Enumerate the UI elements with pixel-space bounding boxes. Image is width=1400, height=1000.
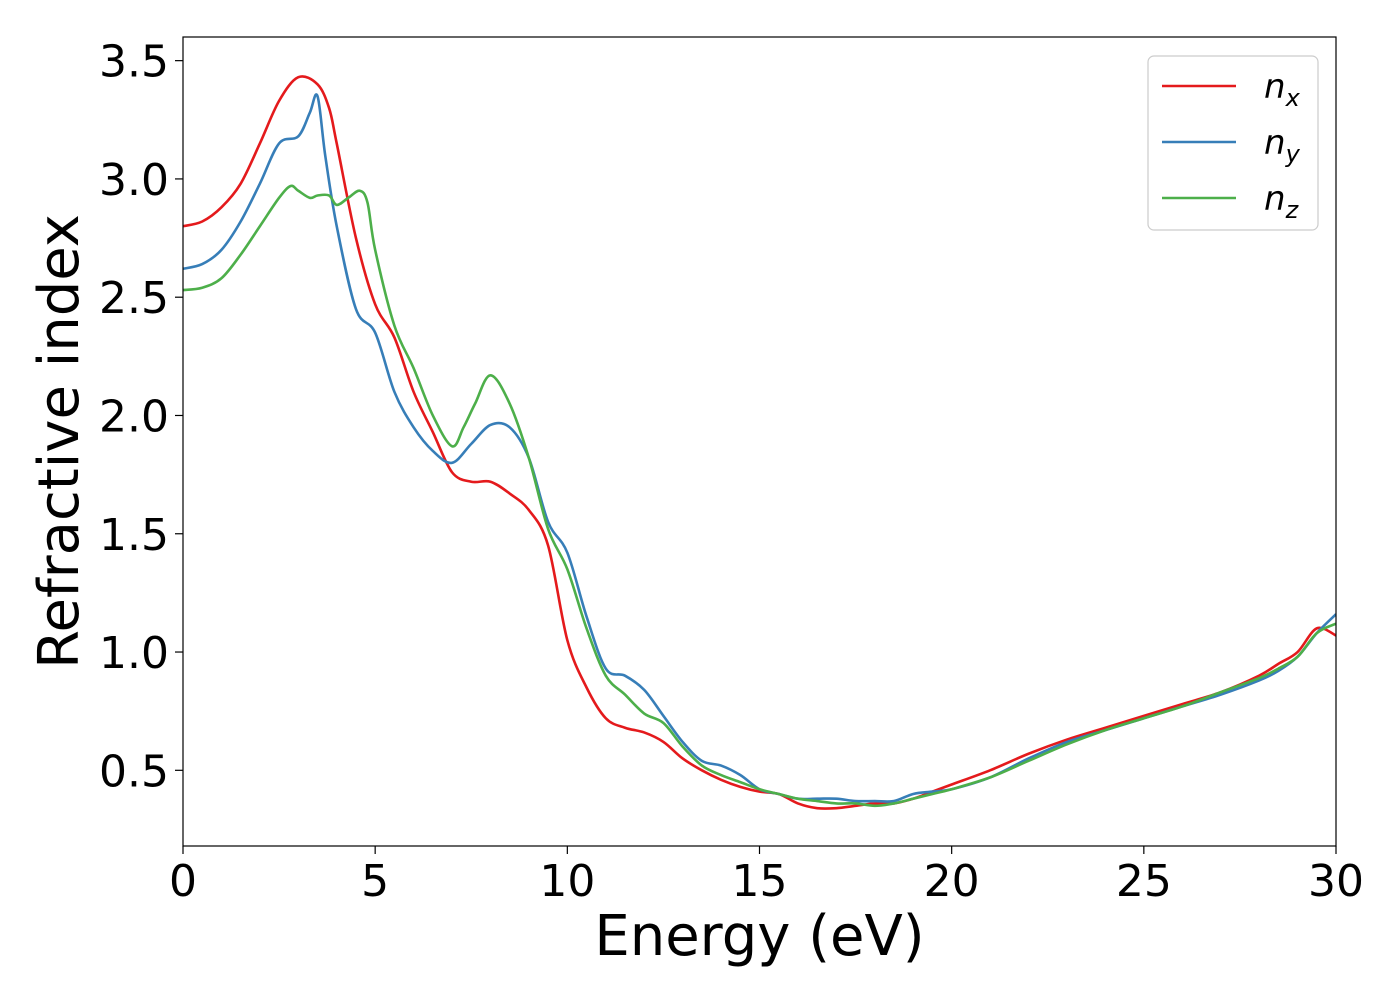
y-tick-label: 3.5 (99, 37, 169, 88)
series-line-nz (183, 184, 1336, 808)
y-axis-title: Refractive index (27, 214, 92, 669)
series-layer (183, 75, 1336, 810)
plot-area (182, 36, 1337, 847)
y-axis-ticks: 0.5 1.0 1.5 2.0 2.5 3.0 3.5 (99, 37, 183, 797)
legend-label-ny: ny (1264, 123, 1301, 168)
series-line-ny (183, 93, 1336, 803)
y-tick-label: 2.0 (99, 391, 169, 442)
x-axis-ticks: 0 5 10 15 20 25 30 (169, 846, 1364, 907)
y-tick-label: 1.5 (99, 510, 169, 561)
x-tick-label: 30 (1308, 856, 1364, 907)
legend-label-nz: nz (1264, 179, 1300, 224)
x-axis-title: Energy (eV) (594, 904, 924, 969)
x-tick-label: 20 (924, 856, 980, 907)
y-tick-label: 3.0 (99, 155, 169, 206)
x-tick-label: 15 (732, 856, 788, 907)
legend-label-nx: nx (1264, 67, 1301, 112)
y-tick-label: 2.5 (99, 273, 169, 324)
x-tick-label: 10 (539, 856, 595, 907)
y-tick-label: 0.5 (99, 746, 169, 797)
x-tick-label: 5 (361, 856, 389, 907)
y-tick-label: 1.0 (99, 628, 169, 679)
x-tick-label: 0 (169, 856, 197, 907)
legend: nx ny nz (1147, 55, 1319, 231)
series-line-nx (183, 75, 1336, 810)
x-tick-label: 25 (1116, 856, 1172, 907)
